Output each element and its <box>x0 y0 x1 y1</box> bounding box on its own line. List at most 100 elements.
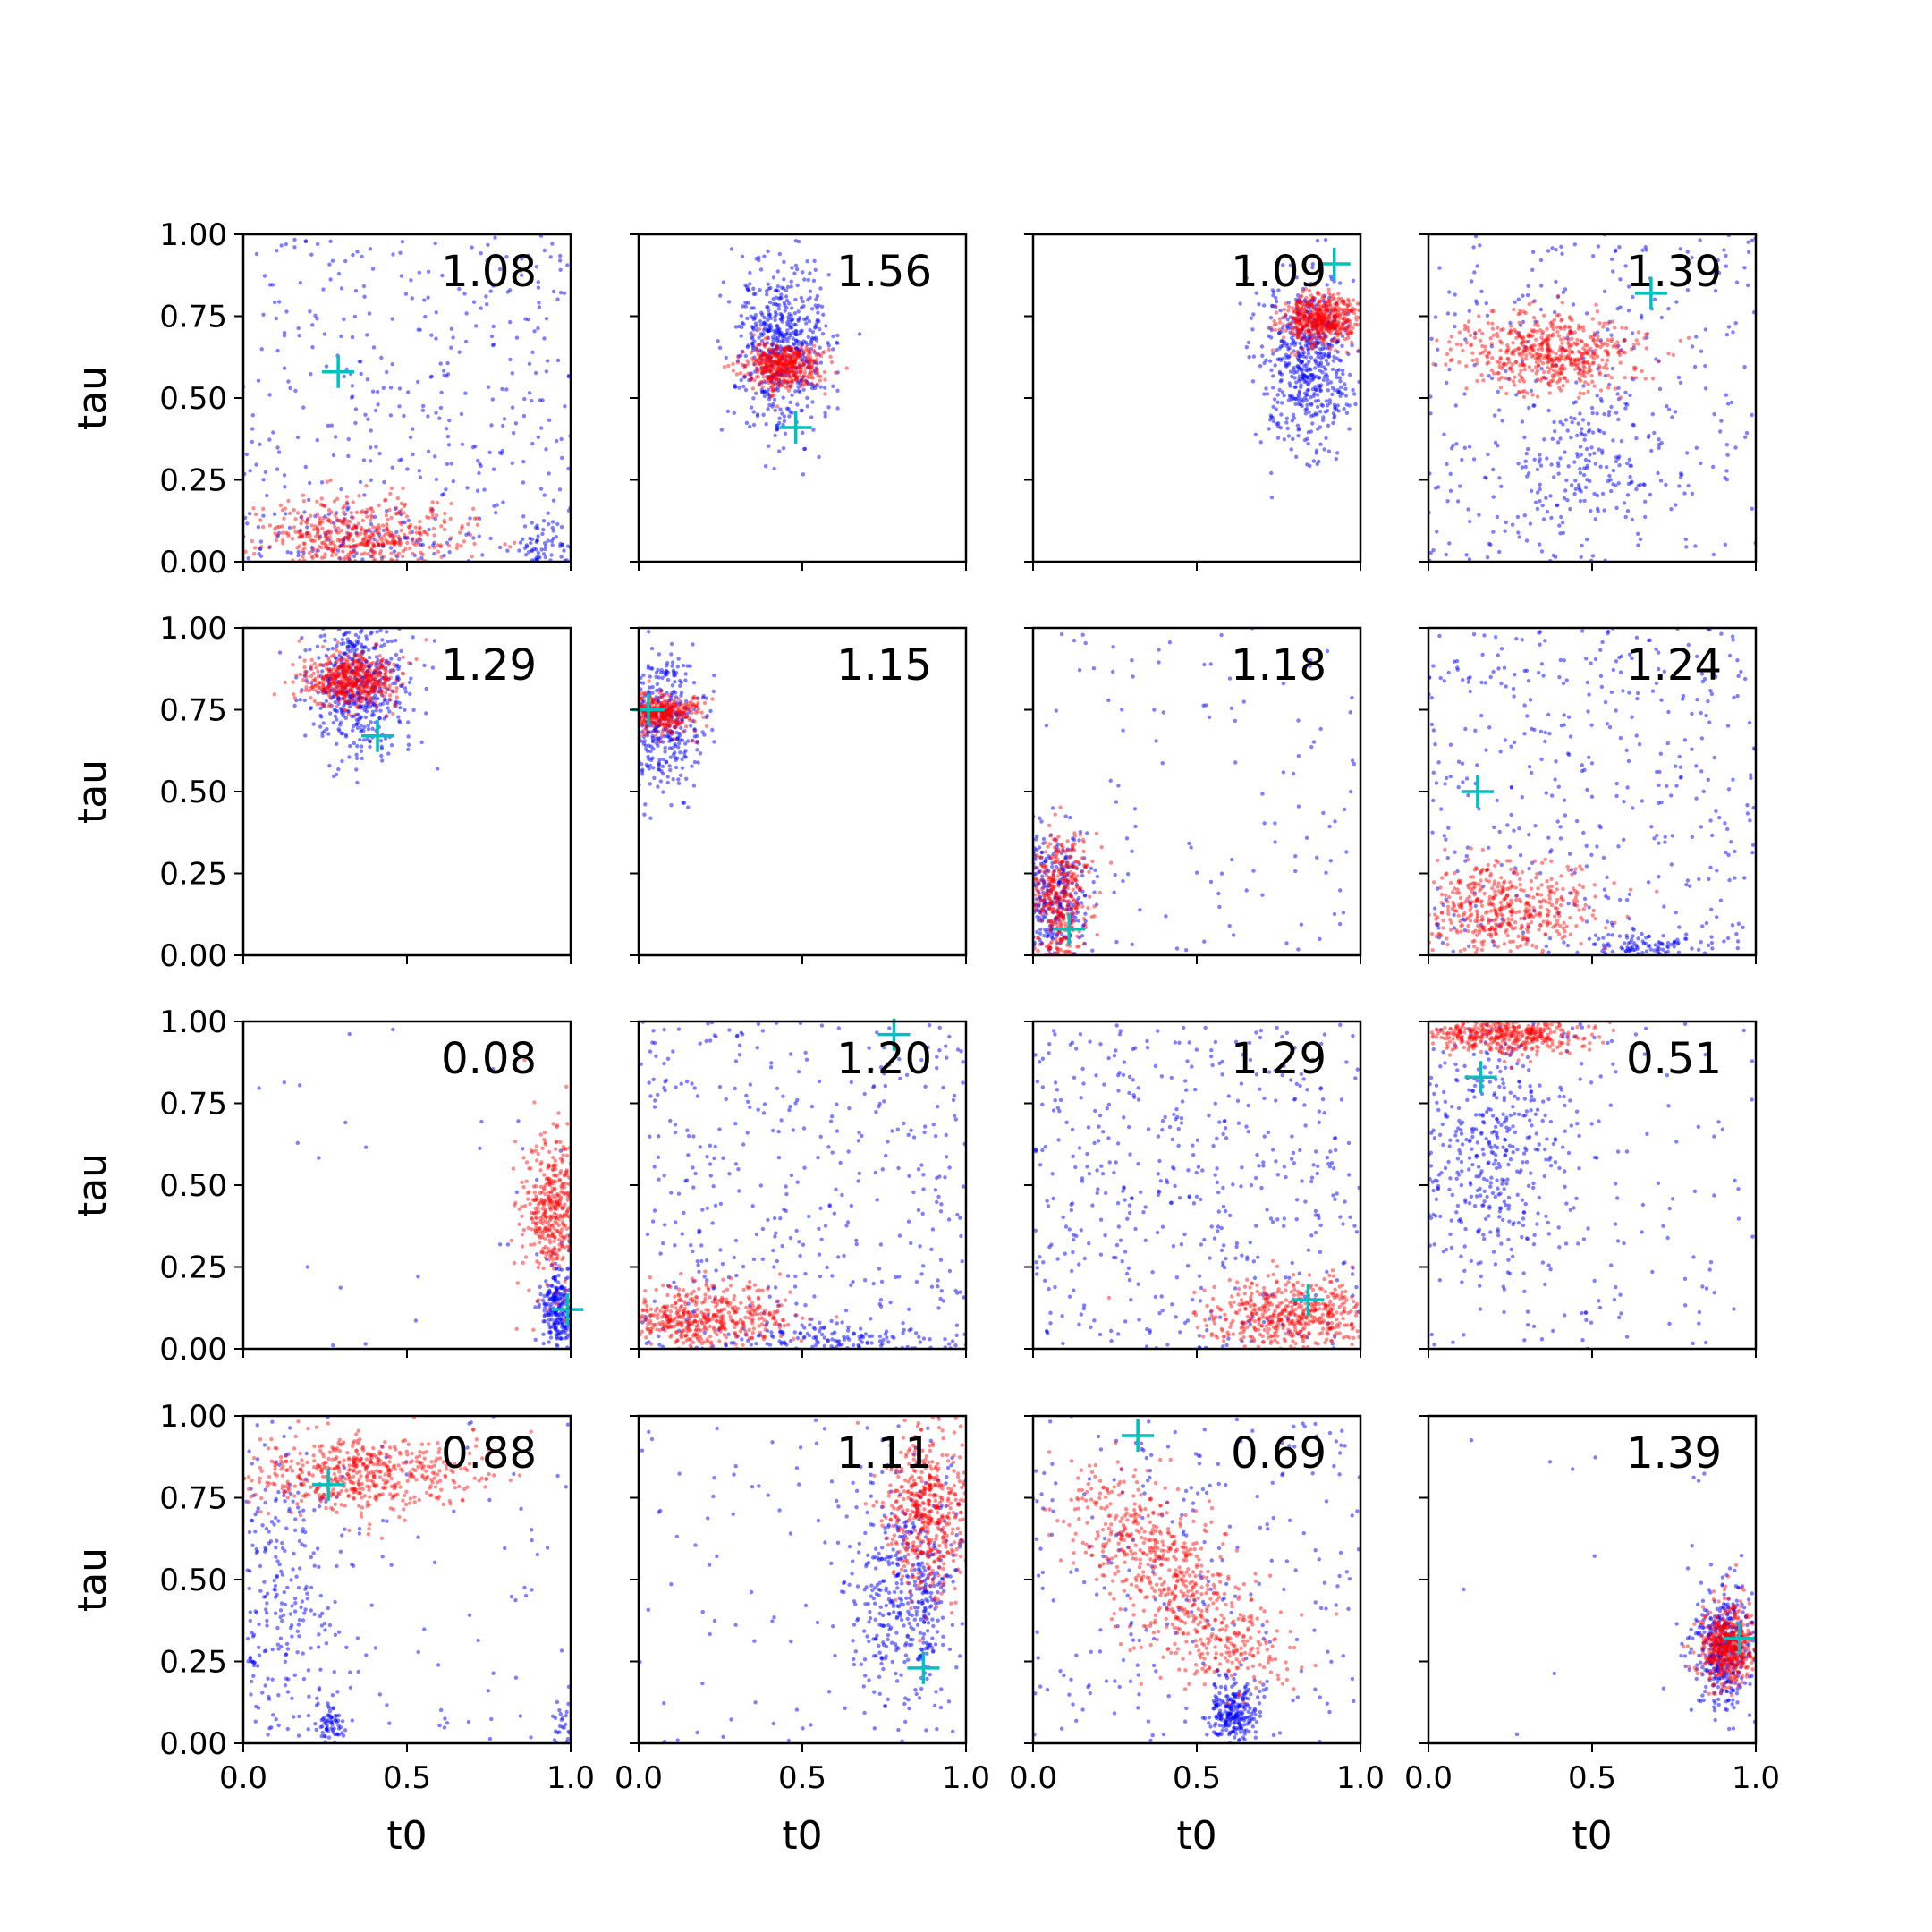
red-point <box>1501 326 1505 332</box>
red-point <box>1613 386 1618 391</box>
blue-point <box>1326 361 1331 367</box>
red-point <box>293 517 298 521</box>
blue-point <box>1712 281 1717 285</box>
red-point <box>362 663 367 667</box>
blue-point <box>305 517 310 522</box>
red-point <box>751 359 756 363</box>
red-point <box>1300 310 1305 315</box>
blue-point <box>320 733 325 738</box>
red-point <box>1531 329 1536 334</box>
blue-point <box>1270 304 1275 309</box>
red-point <box>1332 318 1336 323</box>
blue-point <box>356 712 360 717</box>
red-point <box>773 360 778 364</box>
red-point <box>1332 322 1336 326</box>
red-point <box>425 532 430 537</box>
red-point <box>1303 330 1309 335</box>
blue-point <box>254 251 259 257</box>
red-point <box>315 527 320 531</box>
red-point <box>1435 338 1439 343</box>
red-point <box>766 375 770 379</box>
red-point <box>349 665 353 670</box>
red-point <box>385 527 389 531</box>
blue-point <box>389 639 394 643</box>
red-point <box>1310 318 1315 322</box>
blue-point <box>364 529 369 533</box>
red-point <box>1613 343 1617 348</box>
blue-point <box>489 423 494 428</box>
red-point <box>1584 360 1589 365</box>
red-point <box>370 532 375 537</box>
blue-point <box>1724 333 1730 337</box>
red-point <box>353 682 359 687</box>
blue-point <box>1314 326 1319 331</box>
blue-point <box>307 497 311 503</box>
red-point <box>1541 338 1546 343</box>
blue-point <box>282 330 287 335</box>
blue-point <box>1596 509 1600 513</box>
blue-point <box>1533 500 1538 504</box>
red-point <box>378 671 383 675</box>
red-point <box>358 661 363 665</box>
red-point <box>1321 335 1326 340</box>
red-point <box>734 372 740 377</box>
blue-point <box>327 682 332 686</box>
y-axis-label: tau <box>70 366 115 430</box>
red-point <box>1299 332 1303 336</box>
red-point <box>339 528 343 533</box>
blue-point <box>519 268 523 273</box>
red-point <box>769 366 774 370</box>
blue-point <box>1323 353 1327 358</box>
blue-point <box>439 390 444 394</box>
blue-point <box>1657 437 1661 442</box>
blue-point <box>1585 463 1589 468</box>
blue-point <box>457 286 462 292</box>
blue-point <box>1337 376 1343 380</box>
blue-point <box>335 684 340 690</box>
blue-point <box>1492 413 1497 418</box>
red-point <box>1312 343 1317 347</box>
red-point <box>807 371 812 377</box>
blue-point <box>782 259 786 265</box>
blue-point <box>823 411 827 415</box>
red-point <box>360 509 365 513</box>
blue-point <box>1595 493 1600 498</box>
blue-point <box>1650 411 1656 417</box>
blue-point <box>1478 243 1482 248</box>
red-point <box>770 377 775 381</box>
red-point <box>1561 363 1565 368</box>
red-point <box>340 681 344 685</box>
blue-point <box>1269 496 1275 500</box>
red-point <box>323 662 328 666</box>
blue-point <box>315 644 320 648</box>
blue-point <box>1329 337 1335 343</box>
blue-point <box>835 406 840 411</box>
red-point <box>1287 321 1292 326</box>
red-point <box>344 530 350 535</box>
red-point <box>783 370 787 375</box>
red-point <box>418 531 422 536</box>
red-point <box>360 518 366 523</box>
blue-point <box>1537 460 1541 464</box>
red-point <box>779 369 784 374</box>
red-point <box>795 353 800 358</box>
blue-point <box>774 312 779 317</box>
red-point <box>1324 326 1329 330</box>
red-point <box>1527 301 1532 307</box>
red-point <box>1557 354 1562 359</box>
red-point <box>1582 369 1587 374</box>
red-point <box>360 525 364 530</box>
blue-point <box>394 703 398 708</box>
blue-point <box>1517 331 1521 335</box>
blue-point <box>365 333 369 337</box>
red-point <box>1304 300 1309 304</box>
red-point <box>1547 383 1553 388</box>
red-point <box>792 357 797 361</box>
red-point <box>1645 331 1650 336</box>
blue-point <box>502 417 507 421</box>
red-point <box>818 354 824 359</box>
red-point <box>1346 335 1351 340</box>
blue-point <box>1626 284 1631 289</box>
red-point <box>1550 378 1555 383</box>
red-point <box>366 675 370 680</box>
